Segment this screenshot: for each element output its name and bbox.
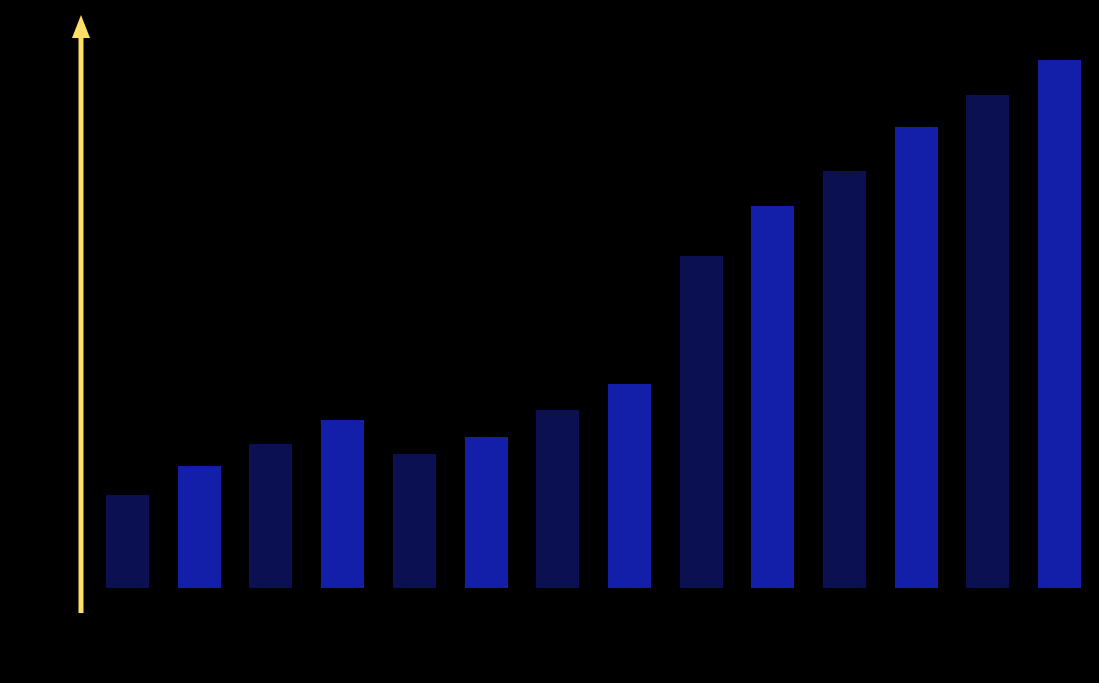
bar-12: 484 — [894, 126, 938, 588]
bar-6: 158 — [464, 437, 508, 588]
bar-10: 401 — [751, 205, 795, 588]
bar-9: 348 — [679, 256, 723, 588]
bar-1: 98 — [106, 494, 149, 588]
bar-8: 214 — [607, 384, 651, 588]
bar-7: 187 — [536, 409, 580, 588]
bar-11: 437 — [823, 171, 866, 588]
bar-2: 128 — [177, 465, 221, 588]
bar-3: 151 — [249, 444, 293, 588]
bar-13: 517 — [966, 95, 1010, 588]
bar-14: 554 — [1038, 59, 1082, 588]
bar-4: 176 — [321, 420, 365, 588]
bar-5: 141 — [392, 453, 436, 588]
